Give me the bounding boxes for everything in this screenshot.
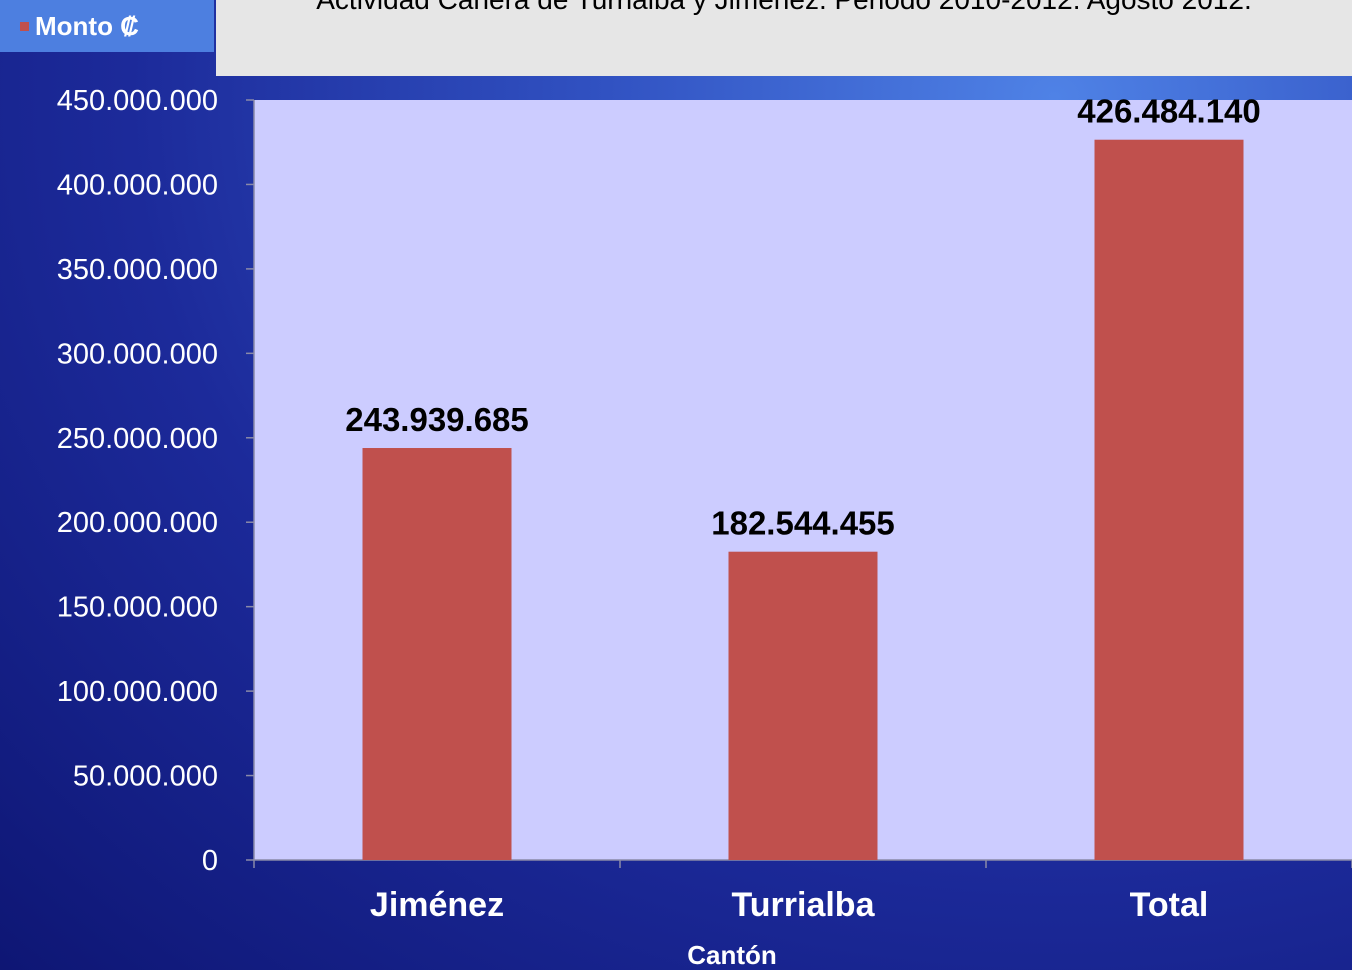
y-tick-label: 150.000.000: [57, 592, 218, 624]
x-axis: Jiménez Turrialba Total: [253, 859, 1352, 924]
bar: [728, 551, 878, 860]
bar: [362, 448, 512, 860]
x-tick-label: Turrialba: [732, 886, 876, 924]
data-labels: 243.939.685 182.544.455 426.484.140: [345, 93, 1261, 542]
x-tick-label: Jiménez: [370, 886, 504, 924]
y-tick-label: 50.000.000: [73, 761, 218, 793]
x-tick-label: Total: [1130, 886, 1209, 924]
legend: Monto ₡: [0, 0, 214, 52]
chart-title-box: Actividad Cañera de Turrialba y Jiménez.…: [216, 0, 1352, 76]
y-tick-label: 100.000.000: [57, 676, 218, 708]
legend-swatch: [20, 21, 29, 31]
bar: [1094, 139, 1244, 860]
bars: [362, 139, 1244, 860]
y-tick-label: 350.000.000: [57, 254, 218, 286]
y-tick-label: 450.000.000: [57, 85, 218, 117]
y-tick-label: 400.000.000: [57, 169, 218, 201]
chart-title: Actividad Cañera de Turrialba y Jiménez.…: [216, 0, 1352, 17]
y-tick-label: 250.000.000: [57, 423, 218, 455]
x-axis-title: Cantón: [687, 940, 777, 970]
y-axis: 0 50.000.000 100.000.000 150.000.000 200.000…: [57, 85, 255, 877]
legend-label: Monto ₡: [35, 10, 139, 41]
data-label: 182.544.455: [711, 505, 895, 542]
data-label: 243.939.685: [345, 401, 529, 438]
y-tick-label: 300.000.000: [57, 338, 218, 370]
y-tick-label: 200.000.000: [57, 507, 218, 539]
data-label: 426.484.140: [1077, 93, 1261, 130]
y-tick-label: 0: [202, 845, 218, 877]
